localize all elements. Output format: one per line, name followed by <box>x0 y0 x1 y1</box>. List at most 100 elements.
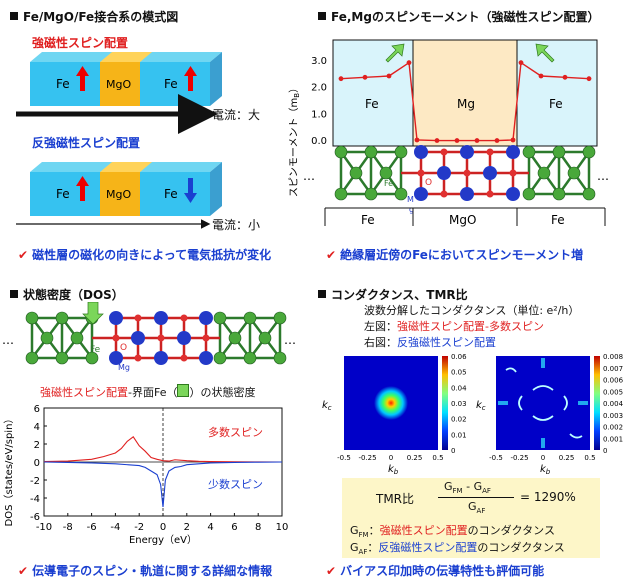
colorbar-tick-label: 0.003 <box>603 412 623 420</box>
dos-caption: 強磁性スピン配置-界面Fe（ ）の状態密度 <box>40 384 256 399</box>
colorbar-tick-label: 0.001 <box>603 435 623 443</box>
q2-conclusion: ✔ 絶縁層近傍のFeにおいてスピンモーメント増 <box>326 248 584 262</box>
x-tick-label: -0.5 <box>337 454 351 462</box>
mgo-label: MgO <box>106 188 131 201</box>
spin-moment-point <box>338 76 344 82</box>
y-tick-label: 6 <box>34 404 40 415</box>
right-colorbar <box>594 356 600 450</box>
x-tick-label: 0 <box>541 454 545 462</box>
gaf-def: GAF：反強磁性スピン配置のコンダクタンス <box>350 541 565 557</box>
left-colorbar <box>442 356 448 450</box>
check-icon: ✔ <box>18 248 29 262</box>
check-icon: ✔ <box>326 564 337 578</box>
y-tick-label: 4 <box>34 422 40 433</box>
colorbar-tick-label: 0.007 <box>603 365 623 373</box>
kc-label: kc <box>322 400 332 412</box>
colorbar-tick-label: 0.006 <box>603 377 624 385</box>
q2-title: Fe,Mgのスピンモーメント（強磁性スピン配置） <box>318 8 599 25</box>
atom-o: O <box>425 178 432 188</box>
majority-spin-line <box>43 436 283 463</box>
dos-chart: DOS（states/eV/spin） -10 -8 -6 -4 -2 0 2 4 6 8 10 -6… <box>3 404 289 546</box>
ferro-label: 強磁性スピン配置 <box>32 36 129 50</box>
tmr-numerator: GFM - GAF <box>444 480 491 496</box>
junction-anti: Fe MgO Fe <box>30 162 222 216</box>
colorbar-tick-label: 0.04 <box>451 384 467 392</box>
struct-fe-right: Fe <box>551 213 565 227</box>
q3-conclusion: ✔ 伝導電子のスピン・軌道に関する詳細な情報 <box>18 564 273 578</box>
atom-o: O <box>120 343 127 353</box>
junction-ferro: Fe MgO Fe <box>30 52 222 106</box>
q4-right-desc: 右図：反強磁性スピン配置 <box>364 336 496 349</box>
x-tick-label: -4 <box>110 522 120 533</box>
x-tick-label: -0.25 <box>358 454 376 462</box>
x-tick-label: 0.25 <box>407 454 423 462</box>
spin-moment-point <box>586 76 592 82</box>
x-tick-label: -8 <box>63 522 73 533</box>
x-tick-label: 0.5 <box>432 454 443 462</box>
q1-title: Fe/MgO/Fe接合系の模式図 <box>10 8 178 25</box>
green-down-arrow-icon <box>177 384 190 397</box>
region-fe-left: Fe <box>365 97 379 111</box>
atom-mg: Mg <box>118 363 130 372</box>
spin-moment-point <box>518 60 524 66</box>
green-down-arrow-icon <box>82 302 104 325</box>
colorbar-tick-label: 0.02 <box>451 416 467 424</box>
fe-right: Fe <box>164 77 178 91</box>
y-tick-label: 2 <box>34 440 40 451</box>
x-tick-label: 6 <box>231 522 237 533</box>
spin-up-arrow-icon <box>80 73 85 91</box>
current-small: 電流：小 <box>212 218 261 232</box>
spin-moment-line <box>340 61 590 142</box>
spin-moment-point <box>362 74 368 80</box>
anti-label: 反強磁性スピン配置 <box>32 136 141 150</box>
dots-right: … <box>597 169 609 183</box>
colorbar-tick-label: 0.05 <box>451 369 467 377</box>
kc-label: kc <box>476 400 486 412</box>
struct-fe-left: Fe <box>361 213 375 227</box>
green-arrow-icon <box>385 43 405 63</box>
spin-moment-point <box>494 138 500 143</box>
colorbar-tick-label: 0.008 <box>603 353 623 361</box>
check-icon: ✔ <box>18 564 29 578</box>
colorbar-tick-label: 0.005 <box>603 388 623 396</box>
mgo-label: MgO <box>106 78 131 91</box>
x-tick-label: -10 <box>36 522 52 533</box>
fe-region-left <box>333 40 413 146</box>
y-tick-label: -4 <box>30 494 40 505</box>
region-mg: Mg <box>457 97 475 111</box>
x-tick-label: -0.5 <box>489 454 503 462</box>
y-tick-label: 1.0 <box>311 109 327 120</box>
spin-up-arrow-icon <box>80 183 85 201</box>
colorbar-tick-label: 0.03 <box>451 400 467 408</box>
spin-moment-chart: スピンモーメント（mB） 3.0 2.0 1.0 0.0 Fe Mg Fe … … <box>288 39 609 227</box>
q4-left-desc: 左図：強磁性スピン配置-多数スピン <box>364 320 544 333</box>
junction-schematic: Fe MgO Fe Fe MgO Fe <box>16 52 222 229</box>
x-tick-label: 10 <box>276 522 289 533</box>
colorbar-tick-label: 0.06 <box>451 353 467 361</box>
spin-moment-point <box>510 137 516 143</box>
kb-label: kb <box>388 464 399 476</box>
x-tick-label: 8 <box>255 522 261 533</box>
colorbar-tick-label: 0.004 <box>603 400 624 408</box>
x-tick-label: -2 <box>134 522 144 533</box>
spin-moment-point <box>386 73 392 79</box>
dots-left: … <box>2 333 14 347</box>
struct-mgo: MgO <box>449 213 476 227</box>
minority-label: 少数スピン <box>208 478 263 491</box>
y-tick-label: 0.0 <box>311 136 327 147</box>
fe-left: Fe <box>56 187 70 201</box>
atom-fe: Fe <box>384 179 393 188</box>
ylabel: スピンモーメント（mB） <box>288 83 301 197</box>
atom-mg: M <box>407 195 414 204</box>
x-tick-label: 2 <box>184 522 190 533</box>
dos-ylabel: DOS（states/eV/spin） <box>3 414 15 527</box>
spin-moment-point <box>562 74 568 80</box>
x-tick-label: -0.25 <box>510 454 528 462</box>
spin-moment-point <box>474 138 480 143</box>
tmr-result: = 1290% <box>520 490 576 504</box>
y-tick-label: -2 <box>30 476 40 487</box>
x-tick-label: -6 <box>87 522 97 533</box>
tmr-box: TMR比 GFM - GAF GAF = 1290% GFM：強磁性スピン配置の… <box>342 478 600 558</box>
q1-conclusion: ✔ 磁性層の磁化の向きによって電気抵抗が変化 <box>18 248 272 262</box>
fe-right: Fe <box>164 187 178 201</box>
